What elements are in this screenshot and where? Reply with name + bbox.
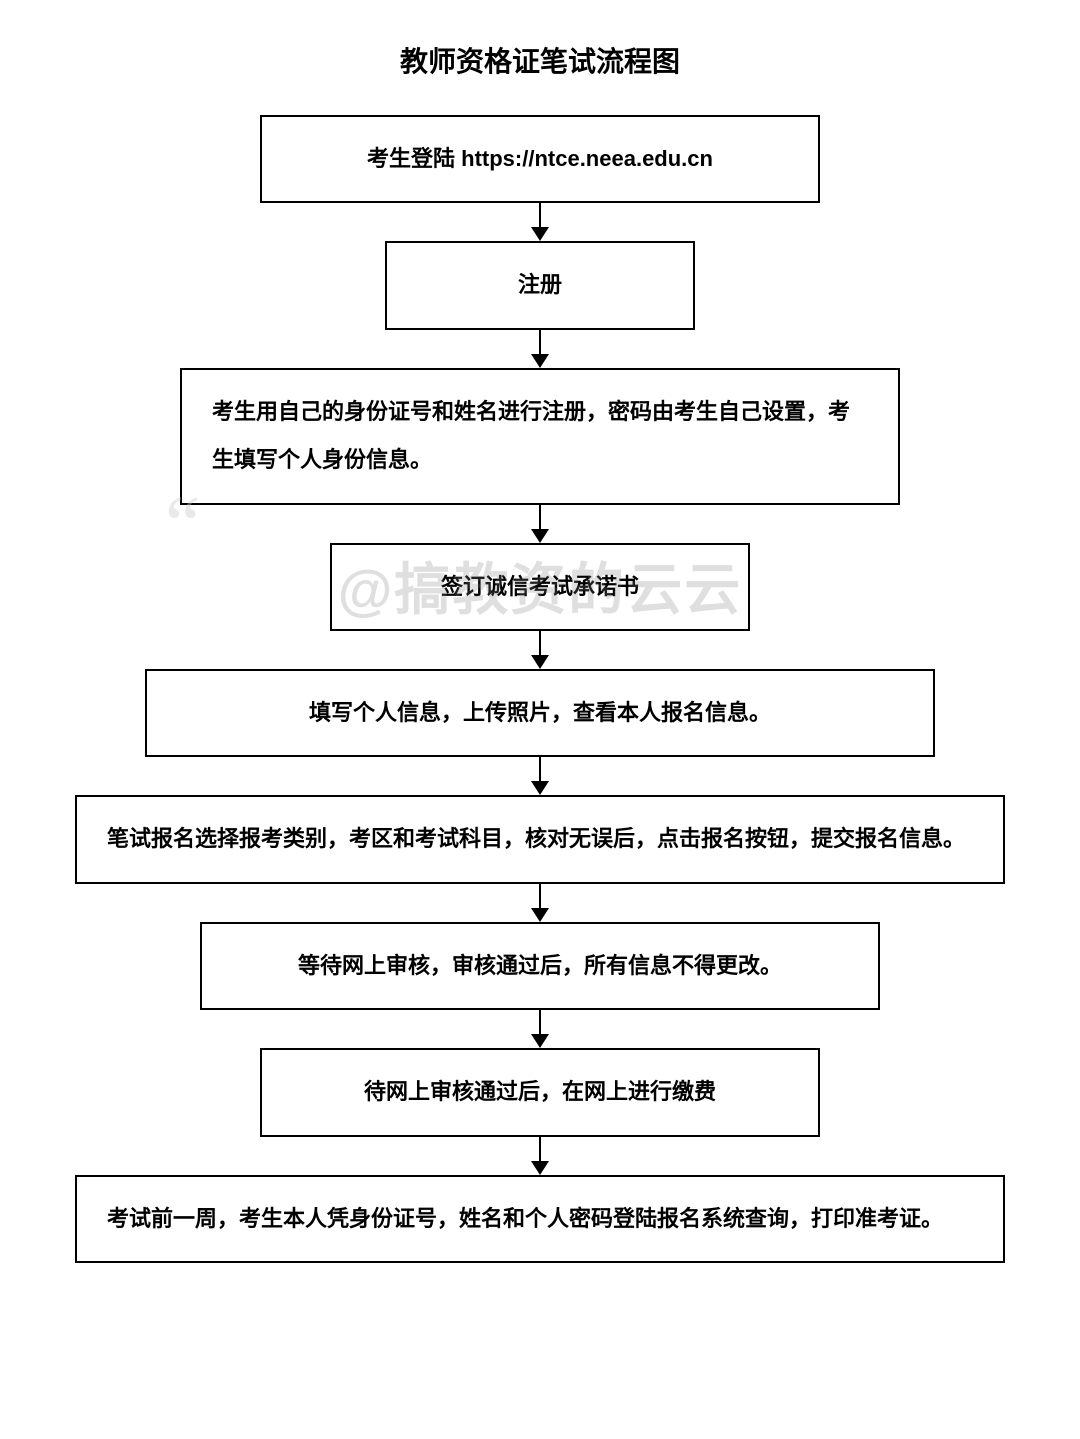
arrow-7 xyxy=(531,1010,549,1048)
arrow-2 xyxy=(531,330,549,368)
node-exam-select: 笔试报名选择报考类别，考区和考试科目，核对无误后，点击报名按钮，提交报名信息。 xyxy=(75,795,1005,883)
flowchart-container: 考生登陆 https://ntce.neea.edu.cn 注册 考生用自己的身… xyxy=(60,115,1020,1263)
node-print-ticket: 考试前一周，考生本人凭身份证号，姓名和个人密码登陆报名系统查询，打印准考证。 xyxy=(75,1175,1005,1263)
arrow-line xyxy=(539,203,541,227)
node-login: 考生登陆 https://ntce.neea.edu.cn xyxy=(260,115,820,203)
arrow-line xyxy=(539,884,541,908)
arrow-head-icon xyxy=(531,529,549,543)
node-integrity-text: 签订诚信考试承诺书 xyxy=(441,563,639,611)
arrow-head-icon xyxy=(531,655,549,669)
arrow-line xyxy=(539,330,541,354)
arrow-line xyxy=(539,1137,541,1161)
arrow-8 xyxy=(531,1137,549,1175)
arrow-3 xyxy=(531,505,549,543)
node-print-ticket-text: 考试前一周，考生本人凭身份证号，姓名和个人密码登陆报名系统查询，打印准考证。 xyxy=(107,1195,943,1243)
node-register: 注册 xyxy=(385,241,695,329)
node-register-info-text: 考生用自己的身份证号和姓名进行注册，密码由考生自己设置，考生填写个人身份信息。 xyxy=(212,388,868,485)
arrow-4 xyxy=(531,631,549,669)
node-register-text: 注册 xyxy=(518,261,562,309)
arrow-line xyxy=(539,757,541,781)
node-audit: 等待网上审核，审核通过后，所有信息不得更改。 xyxy=(200,922,880,1010)
node-personal-info: 填写个人信息，上传照片，查看本人报名信息。 xyxy=(145,669,935,757)
arrow-head-icon xyxy=(531,908,549,922)
node-register-info: 考生用自己的身份证号和姓名进行注册，密码由考生自己设置，考生填写个人身份信息。 xyxy=(180,368,900,505)
flowchart-title: 教师资格证笔试流程图 xyxy=(60,40,1020,80)
arrow-line xyxy=(539,505,541,529)
node-payment: 待网上审核通过后，在网上进行缴费 xyxy=(260,1048,820,1136)
arrow-head-icon xyxy=(531,227,549,241)
node-personal-info-text: 填写个人信息，上传照片，查看本人报名信息。 xyxy=(309,689,771,737)
arrow-6 xyxy=(531,884,549,922)
arrow-head-icon xyxy=(531,1034,549,1048)
arrow-line xyxy=(539,1010,541,1034)
node-integrity: 签订诚信考试承诺书 xyxy=(330,543,750,631)
arrow-1 xyxy=(531,203,549,241)
arrow-5 xyxy=(531,757,549,795)
node-exam-select-text: 笔试报名选择报考类别，考区和考试科目，核对无误后，点击报名按钮，提交报名信息。 xyxy=(107,815,965,863)
node-payment-text: 待网上审核通过后，在网上进行缴费 xyxy=(364,1068,716,1116)
arrow-head-icon xyxy=(531,1161,549,1175)
arrow-head-icon xyxy=(531,781,549,795)
arrow-line xyxy=(539,631,541,655)
arrow-head-icon xyxy=(531,354,549,368)
node-audit-text: 等待网上审核，审核通过后，所有信息不得更改。 xyxy=(298,942,782,990)
node-login-text: 考生登陆 https://ntce.neea.edu.cn xyxy=(367,135,713,183)
